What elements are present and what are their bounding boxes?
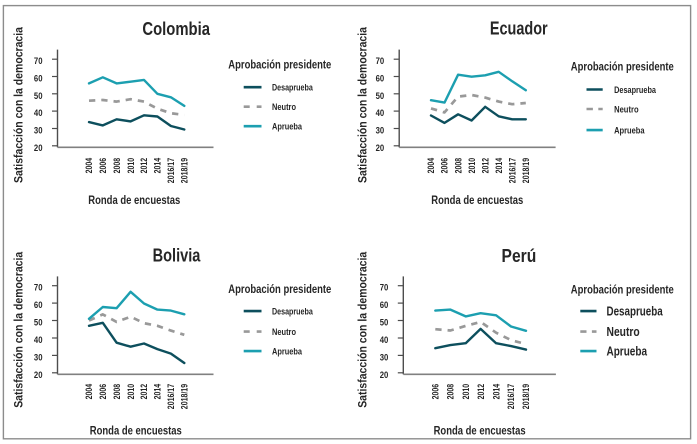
svg-text:2006: 2006: [98, 158, 108, 174]
svg-text:2010: 2010: [126, 384, 136, 400]
svg-text:2008: 2008: [112, 158, 122, 174]
svg-text:Aprobación presidente: Aprobación presidente: [228, 284, 331, 296]
svg-text:Perú: Perú: [502, 246, 537, 266]
svg-text:Ecuador: Ecuador: [490, 19, 548, 39]
svg-text:40: 40: [34, 108, 43, 118]
svg-text:Satisfacción con la democracia: Satisfacción con la democracia: [358, 251, 370, 408]
svg-text:Satisfacción con la democracia: Satisfacción con la democracia: [13, 26, 25, 183]
svg-text:2012: 2012: [476, 384, 486, 400]
svg-text:20: 20: [34, 143, 43, 153]
svg-text:Desaprueba: Desaprueba: [614, 85, 656, 96]
svg-text:Ronda de encuestas: Ronda de encuestas: [431, 193, 523, 207]
svg-text:Desaprueba: Desaprueba: [607, 304, 664, 319]
svg-text:50: 50: [376, 91, 385, 101]
svg-text:60: 60: [376, 74, 385, 84]
svg-text:2012: 2012: [139, 384, 149, 400]
svg-text:2014: 2014: [153, 384, 163, 400]
svg-text:Satisfacción con la democracia: Satisfacción con la democracia: [358, 26, 370, 183]
svg-text:60: 60: [34, 300, 43, 310]
svg-text:2018/19: 2018/19: [180, 158, 190, 183]
svg-text:40: 40: [34, 335, 43, 345]
svg-text:20: 20: [376, 143, 385, 153]
svg-text:40: 40: [380, 335, 389, 345]
svg-text:20: 20: [34, 370, 43, 380]
svg-text:2006: 2006: [431, 384, 441, 400]
svg-text:30: 30: [380, 352, 389, 362]
svg-text:40: 40: [376, 108, 385, 118]
svg-text:2010: 2010: [467, 158, 477, 174]
svg-text:Ronda de encuestas: Ronda de encuestas: [90, 423, 182, 437]
svg-text:2016/17: 2016/17: [507, 158, 517, 183]
svg-text:2018/19: 2018/19: [521, 158, 531, 183]
svg-text:Colombia: Colombia: [142, 19, 210, 39]
svg-text:70: 70: [380, 283, 389, 293]
svg-text:70: 70: [376, 56, 385, 66]
svg-text:2010: 2010: [461, 384, 471, 400]
svg-text:30: 30: [376, 126, 385, 136]
svg-text:2014: 2014: [494, 158, 504, 174]
svg-text:Satisfacción con la democracia: Satisfacción con la democracia: [13, 251, 25, 408]
svg-text:50: 50: [380, 318, 389, 328]
svg-text:70: 70: [34, 56, 43, 66]
svg-text:2016/17: 2016/17: [166, 158, 176, 183]
svg-text:2008: 2008: [446, 384, 456, 400]
svg-text:2008: 2008: [112, 384, 122, 400]
svg-text:Desaprueba: Desaprueba: [272, 307, 313, 318]
svg-text:Aprueba: Aprueba: [614, 126, 645, 137]
svg-text:2012: 2012: [480, 158, 490, 174]
svg-text:60: 60: [34, 74, 43, 84]
svg-text:2006: 2006: [98, 384, 108, 400]
svg-text:Aprueba: Aprueba: [272, 347, 303, 358]
svg-text:50: 50: [34, 318, 43, 328]
svg-text:Ronda de encuestas: Ronda de encuestas: [88, 193, 180, 207]
svg-text:2016/17: 2016/17: [506, 384, 516, 409]
svg-text:Aprobación presidente: Aprobación presidente: [571, 62, 674, 74]
svg-text:Neutro: Neutro: [272, 327, 296, 338]
svg-text:2008: 2008: [453, 158, 463, 174]
svg-text:2016/17: 2016/17: [166, 384, 176, 409]
svg-text:Neutro: Neutro: [614, 104, 639, 115]
svg-text:50: 50: [34, 91, 43, 101]
svg-text:2018/19: 2018/19: [521, 384, 531, 409]
svg-text:2004: 2004: [84, 158, 94, 174]
svg-text:Desaprueba: Desaprueba: [272, 83, 313, 94]
svg-text:Aprueba: Aprueba: [272, 122, 303, 133]
svg-text:Aprobación presidente: Aprobación presidente: [571, 284, 674, 296]
svg-text:Aprobación presidente: Aprobación presidente: [228, 60, 331, 72]
svg-text:70: 70: [34, 283, 43, 293]
svg-text:2010: 2010: [126, 158, 136, 174]
svg-text:2006: 2006: [440, 158, 450, 174]
svg-text:Neutro: Neutro: [607, 324, 640, 339]
svg-text:30: 30: [34, 352, 43, 362]
svg-text:2004: 2004: [426, 158, 436, 174]
svg-text:Neutro: Neutro: [272, 102, 296, 113]
svg-text:Bolivia: Bolivia: [153, 246, 201, 266]
svg-text:20: 20: [380, 370, 389, 380]
svg-text:2018/19: 2018/19: [180, 384, 190, 409]
svg-text:Ronda de encuestas: Ronda de encuestas: [434, 423, 526, 437]
svg-text:2012: 2012: [139, 158, 149, 174]
svg-text:30: 30: [34, 126, 43, 136]
svg-text:60: 60: [380, 300, 389, 310]
svg-text:2004: 2004: [84, 384, 94, 400]
svg-text:2014: 2014: [153, 158, 163, 174]
svg-text:2014: 2014: [491, 384, 501, 400]
svg-text:Aprueba: Aprueba: [607, 344, 648, 359]
